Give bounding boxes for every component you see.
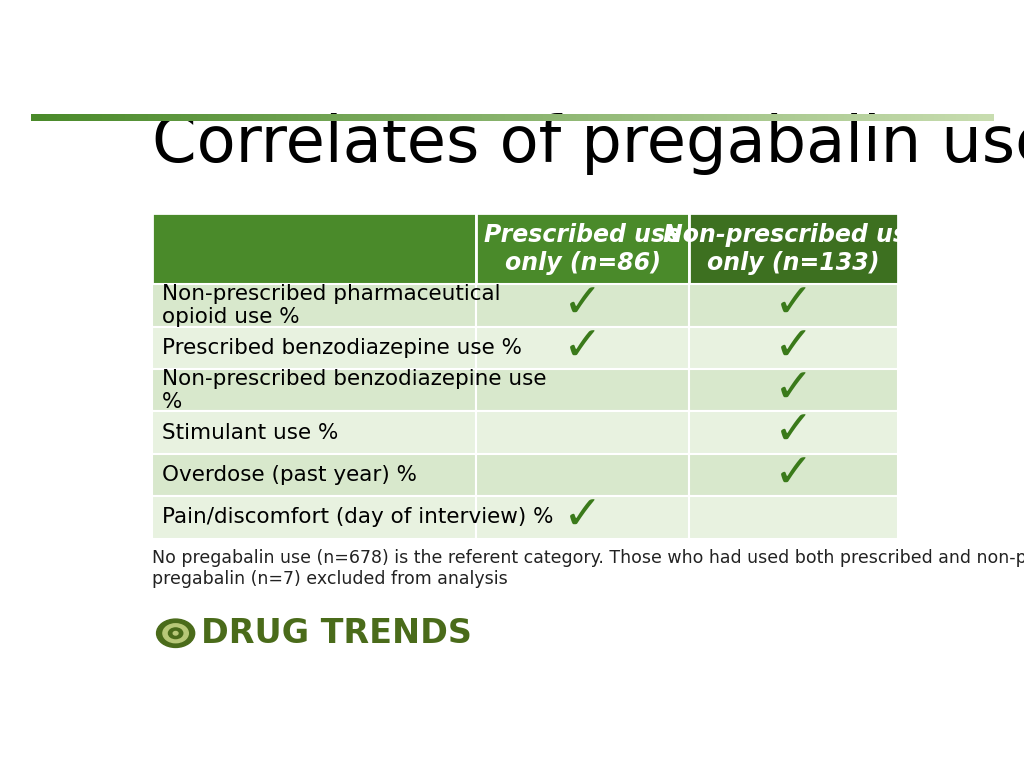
Text: ✓: ✓ bbox=[773, 452, 813, 498]
Text: Non-prescribed benzodiazepine use
%: Non-prescribed benzodiazepine use % bbox=[162, 369, 547, 412]
Text: Stimulant use %: Stimulant use % bbox=[162, 422, 339, 442]
Text: Non-prescribed use
only (n=133): Non-prescribed use only (n=133) bbox=[664, 223, 924, 275]
FancyBboxPatch shape bbox=[476, 284, 689, 326]
FancyBboxPatch shape bbox=[152, 369, 476, 412]
Circle shape bbox=[169, 628, 182, 638]
FancyBboxPatch shape bbox=[476, 496, 689, 538]
FancyBboxPatch shape bbox=[689, 496, 898, 538]
Circle shape bbox=[163, 624, 188, 643]
FancyBboxPatch shape bbox=[689, 369, 898, 412]
FancyBboxPatch shape bbox=[152, 454, 476, 496]
Text: Correlates of pregabalin use, 2018: Correlates of pregabalin use, 2018 bbox=[152, 113, 1024, 175]
FancyBboxPatch shape bbox=[476, 369, 689, 412]
Text: ✓: ✓ bbox=[563, 495, 602, 540]
FancyBboxPatch shape bbox=[152, 496, 476, 538]
Text: ✓: ✓ bbox=[773, 410, 813, 455]
FancyBboxPatch shape bbox=[689, 214, 898, 284]
Text: Prescribed benzodiazepine use %: Prescribed benzodiazepine use % bbox=[162, 338, 522, 358]
FancyBboxPatch shape bbox=[689, 412, 898, 454]
FancyBboxPatch shape bbox=[476, 326, 689, 369]
Text: Prescribed use
only (n=86): Prescribed use only (n=86) bbox=[484, 223, 681, 275]
Circle shape bbox=[173, 631, 178, 635]
Text: ✓: ✓ bbox=[563, 283, 602, 328]
FancyBboxPatch shape bbox=[152, 214, 476, 284]
Text: Overdose (past year) %: Overdose (past year) % bbox=[162, 465, 417, 485]
Text: Pain/discomfort (day of interview) %: Pain/discomfort (day of interview) % bbox=[162, 508, 554, 528]
FancyBboxPatch shape bbox=[152, 284, 476, 326]
FancyBboxPatch shape bbox=[152, 326, 476, 369]
Text: ✓: ✓ bbox=[773, 326, 813, 370]
Text: ✓: ✓ bbox=[773, 283, 813, 328]
FancyBboxPatch shape bbox=[152, 412, 476, 454]
FancyBboxPatch shape bbox=[689, 326, 898, 369]
Text: ✓: ✓ bbox=[773, 368, 813, 413]
FancyBboxPatch shape bbox=[689, 284, 898, 326]
Text: ✓: ✓ bbox=[563, 326, 602, 370]
FancyBboxPatch shape bbox=[689, 454, 898, 496]
Text: Non-prescribed pharmaceutical
opioid use %: Non-prescribed pharmaceutical opioid use… bbox=[162, 284, 501, 327]
FancyBboxPatch shape bbox=[476, 454, 689, 496]
Circle shape bbox=[157, 619, 195, 647]
Text: No pregabalin use (n=678) is the referent category. Those who had used both pres: No pregabalin use (n=678) is the referen… bbox=[152, 549, 1024, 588]
FancyBboxPatch shape bbox=[476, 214, 689, 284]
FancyBboxPatch shape bbox=[476, 412, 689, 454]
Text: DRUG TRENDS: DRUG TRENDS bbox=[201, 617, 472, 650]
